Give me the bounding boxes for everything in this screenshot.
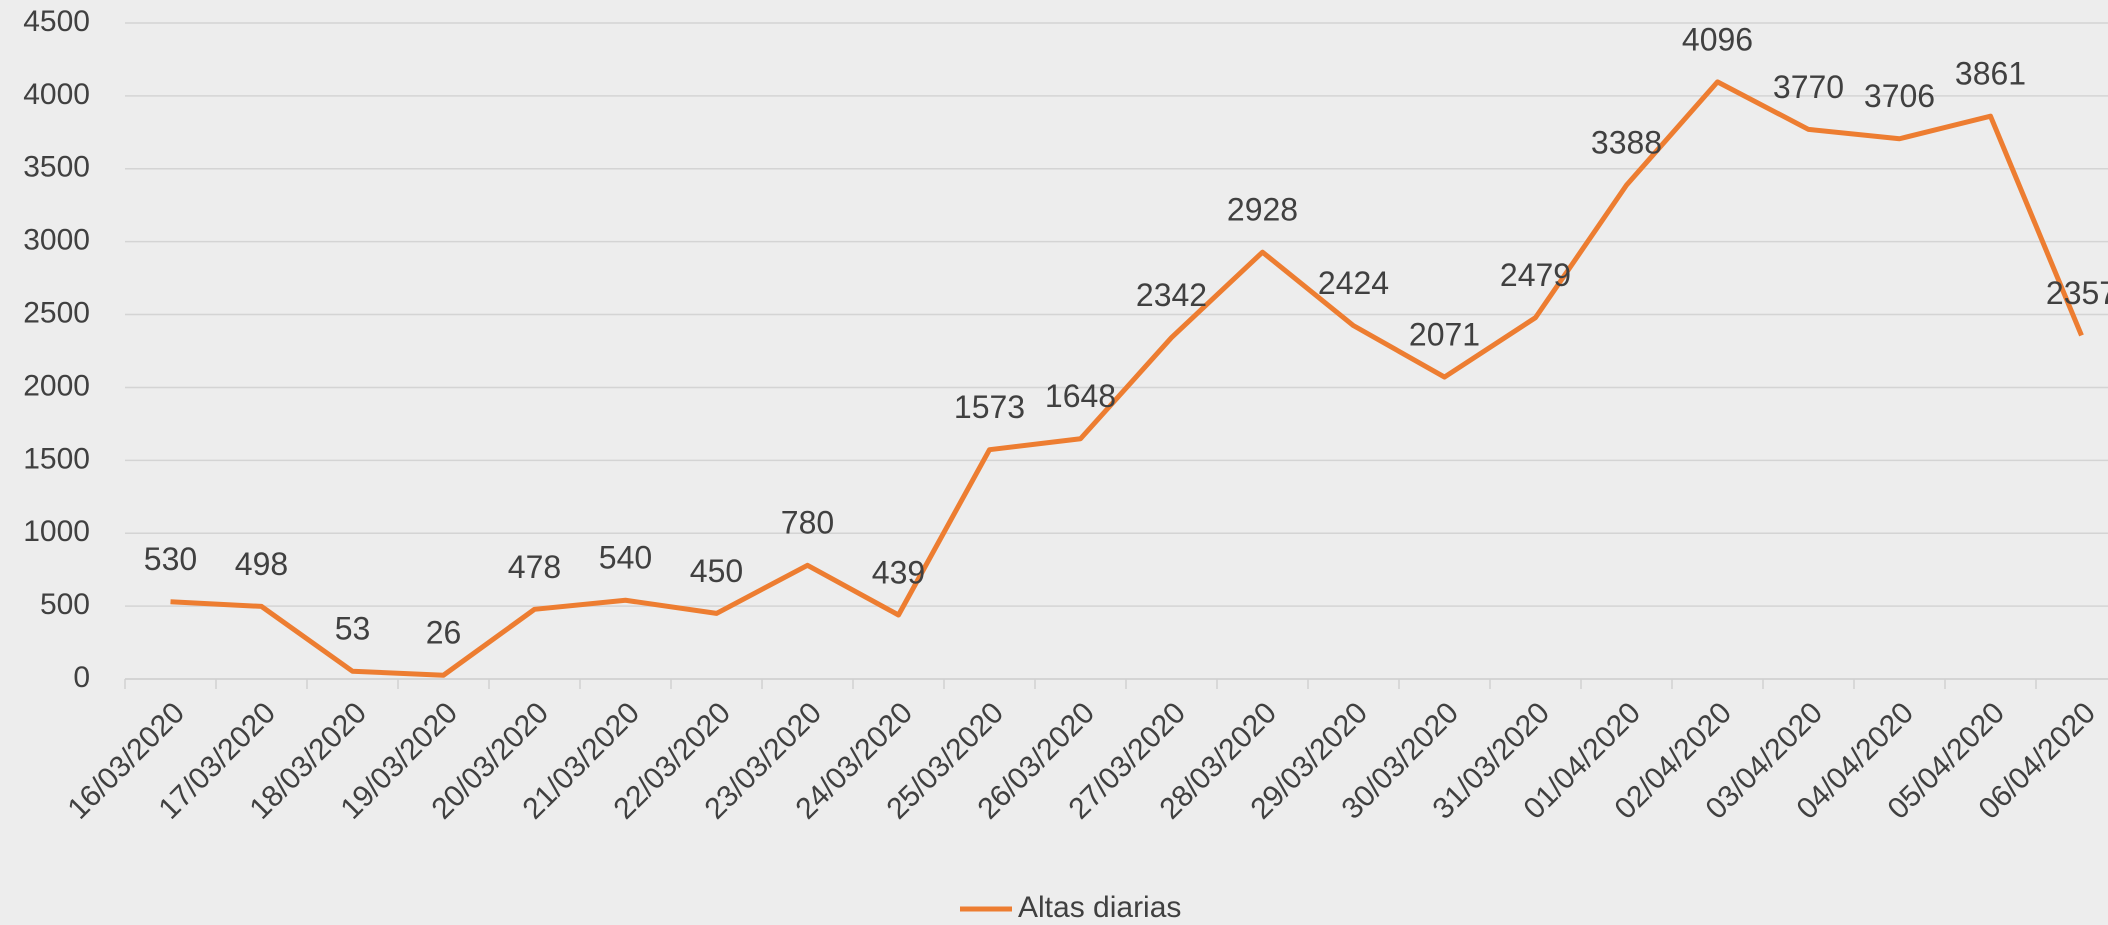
data-label: 2479 bbox=[1500, 257, 1571, 293]
data-label: 530 bbox=[144, 541, 197, 577]
page: 05001000150020002500300035004000450016/0… bbox=[0, 0, 2108, 925]
data-label: 1573 bbox=[954, 389, 1025, 425]
line bbox=[171, 82, 2082, 675]
data-label: 2424 bbox=[1318, 265, 1389, 301]
legend-label: Altas diarias bbox=[1018, 891, 1181, 924]
data-label: 26 bbox=[426, 615, 462, 651]
data-label: 4096 bbox=[1682, 21, 1753, 57]
data-label: 3706 bbox=[1864, 78, 1935, 114]
data-label: 2071 bbox=[1409, 317, 1480, 353]
y-tick-label: 1500 bbox=[23, 442, 90, 475]
y-tick-label: 2500 bbox=[23, 296, 90, 329]
y-tick-label: 1000 bbox=[23, 515, 90, 548]
y-tick-label: 3500 bbox=[23, 151, 90, 184]
data-label: 1648 bbox=[1045, 378, 1116, 414]
y-tick-label: 2000 bbox=[23, 369, 90, 402]
data-label: 540 bbox=[599, 540, 652, 576]
y-tick-label: 4000 bbox=[23, 78, 90, 111]
y-tick-label: 3000 bbox=[23, 224, 90, 257]
data-label: 2928 bbox=[1227, 192, 1298, 228]
data-label: 3388 bbox=[1591, 125, 1662, 161]
y-tick-label: 0 bbox=[73, 661, 90, 694]
data-label: 2357 bbox=[2046, 275, 2108, 311]
y-tick-label: 4500 bbox=[23, 5, 90, 38]
data-label: 439 bbox=[872, 554, 925, 590]
y-tick-label: 500 bbox=[40, 588, 90, 621]
data-label: 780 bbox=[781, 505, 834, 541]
data-label: 2342 bbox=[1136, 277, 1207, 313]
data-label: 53 bbox=[335, 611, 371, 647]
data-label: 498 bbox=[235, 546, 288, 582]
chart: 05001000150020002500300035004000450016/0… bbox=[0, 0, 2108, 925]
data-label: 450 bbox=[690, 553, 743, 589]
data-label: 3861 bbox=[1955, 56, 2026, 92]
data-label: 3770 bbox=[1773, 69, 1844, 105]
data-label: 478 bbox=[508, 549, 561, 585]
